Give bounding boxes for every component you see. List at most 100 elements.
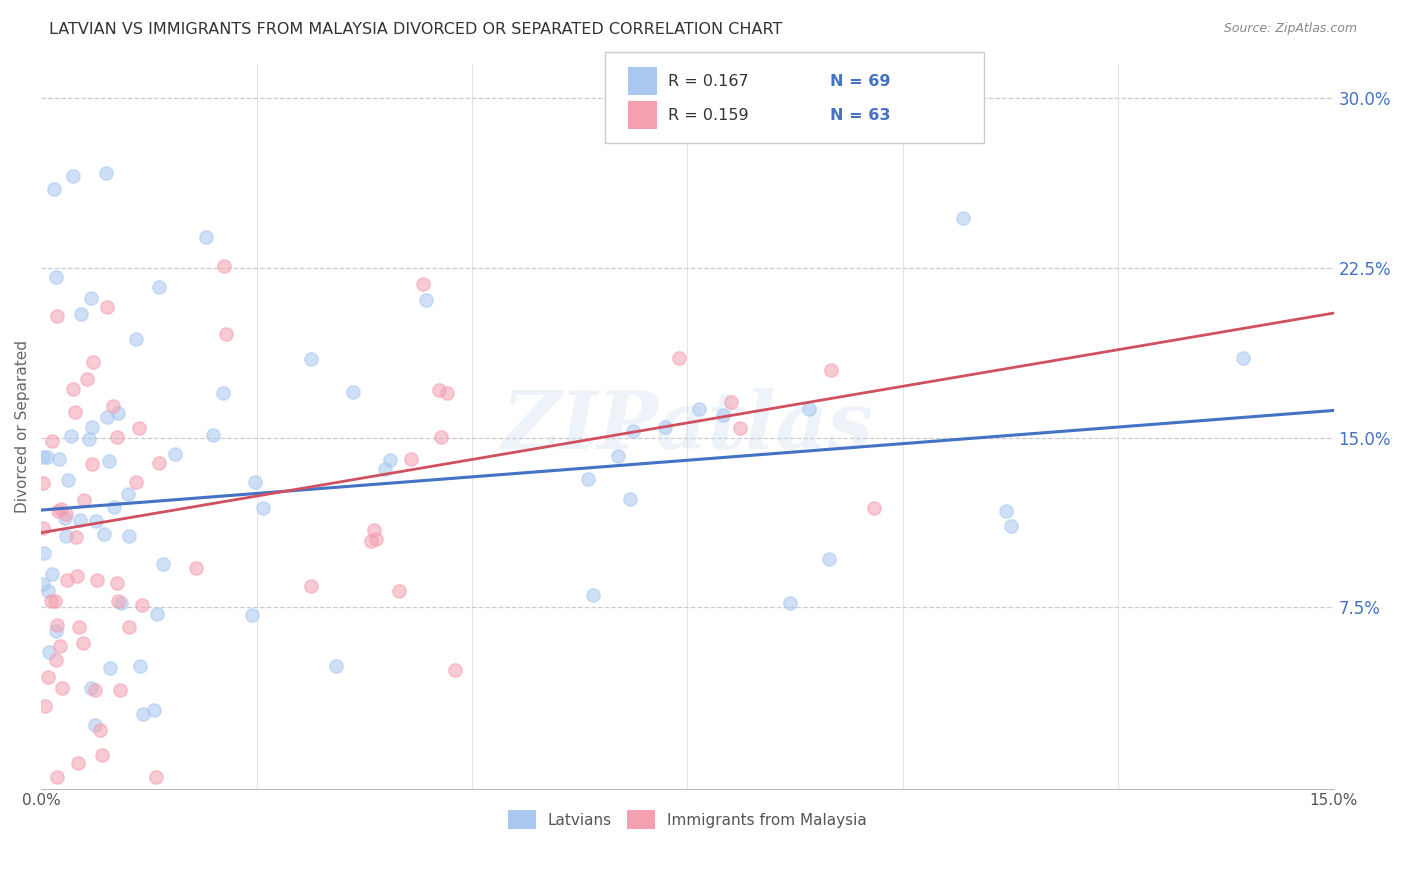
Point	[128, 421, 150, 435]
Point	[31, 450, 53, 464]
Point	[44, 594, 66, 608]
Text: R = 0.167: R = 0.167	[668, 74, 748, 88]
Point	[152, 557, 174, 571]
Point	[1232, 351, 1254, 366]
Point	[242, 607, 264, 622]
Point	[107, 576, 129, 591]
Point	[55, 507, 77, 521]
Point	[84, 682, 107, 697]
Point	[34, 698, 56, 713]
Point	[415, 293, 437, 307]
Point	[202, 427, 225, 442]
Point	[125, 475, 148, 489]
Point	[96, 300, 118, 314]
Point	[96, 410, 118, 425]
Point	[117, 620, 139, 634]
Point	[45, 269, 67, 284]
Point	[818, 551, 841, 566]
Point	[252, 501, 274, 516]
Point	[80, 291, 103, 305]
Point	[82, 355, 104, 369]
Point	[621, 424, 644, 438]
Point	[436, 386, 458, 401]
Point	[70, 307, 93, 321]
Point	[342, 385, 364, 400]
Point	[66, 569, 89, 583]
Point	[96, 166, 118, 180]
Point	[863, 501, 886, 516]
Point	[103, 500, 125, 515]
Point	[45, 309, 67, 323]
Point	[45, 653, 67, 667]
Text: LATVIAN VS IMMIGRANTS FROM MALAYSIA DIVORCED OR SEPARATED CORRELATION CHART: LATVIAN VS IMMIGRANTS FROM MALAYSIA DIVO…	[49, 22, 783, 37]
Point	[41, 434, 63, 448]
Point	[713, 408, 735, 422]
Point	[84, 514, 107, 528]
Point	[243, 475, 266, 489]
Point	[49, 640, 72, 654]
Point	[51, 681, 73, 695]
Point	[994, 504, 1017, 518]
Point	[59, 429, 82, 443]
Point	[86, 573, 108, 587]
Point	[48, 451, 70, 466]
Point	[128, 659, 150, 673]
Point	[444, 663, 467, 677]
Point	[72, 636, 94, 650]
Text: ZIPatlas: ZIPatlas	[502, 387, 873, 465]
Point	[125, 332, 148, 346]
Point	[37, 670, 59, 684]
Point	[215, 326, 238, 341]
Point	[45, 618, 67, 632]
Point	[76, 372, 98, 386]
Point	[32, 521, 55, 535]
Point	[195, 229, 218, 244]
Point	[69, 513, 91, 527]
Point	[107, 406, 129, 420]
Point	[79, 681, 101, 695]
Point	[38, 644, 60, 658]
Point	[820, 362, 842, 376]
Point	[32, 476, 55, 491]
Point	[89, 723, 111, 738]
Point	[98, 661, 121, 675]
Legend: Latvians, Immigrants from Malaysia: Latvians, Immigrants from Malaysia	[502, 805, 873, 835]
Point	[401, 452, 423, 467]
Point	[427, 383, 450, 397]
Point	[53, 511, 76, 525]
Point	[56, 574, 79, 588]
Point	[184, 561, 207, 575]
Point	[142, 703, 165, 717]
Point	[46, 504, 69, 518]
Point	[42, 182, 65, 196]
Point	[145, 607, 167, 621]
Y-axis label: Divorced or Separated: Divorced or Separated	[15, 340, 30, 513]
Point	[77, 432, 100, 446]
Point	[374, 461, 396, 475]
Point	[576, 472, 599, 486]
Point	[779, 596, 801, 610]
Text: Source: ZipAtlas.com: Source: ZipAtlas.com	[1223, 22, 1357, 36]
Point	[37, 584, 59, 599]
Point	[1000, 519, 1022, 533]
Point	[118, 528, 141, 542]
Point	[299, 352, 322, 367]
Point	[388, 584, 411, 599]
Point	[37, 450, 59, 464]
Point	[101, 399, 124, 413]
Point	[73, 493, 96, 508]
Point	[952, 211, 974, 225]
Point	[607, 449, 630, 463]
Point	[148, 456, 170, 470]
Point	[107, 594, 129, 608]
Point	[84, 718, 107, 732]
Point	[668, 351, 690, 366]
Point	[211, 386, 233, 401]
Point	[56, 473, 79, 487]
Point	[93, 527, 115, 541]
Point	[797, 402, 820, 417]
Point	[654, 419, 676, 434]
Point	[91, 747, 114, 762]
Point	[132, 706, 155, 721]
Point	[148, 279, 170, 293]
